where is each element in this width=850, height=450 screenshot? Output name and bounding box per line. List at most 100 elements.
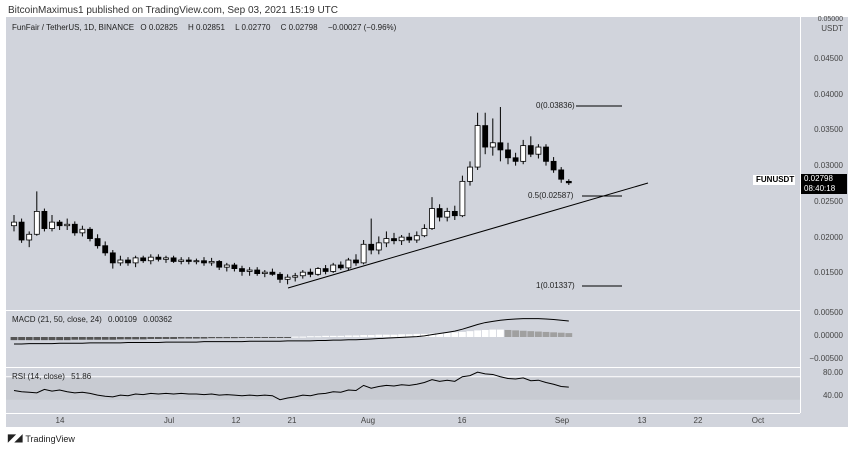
macd-histogram-bar	[512, 330, 519, 337]
macd-histogram-bar	[124, 337, 132, 340]
candle-body	[375, 242, 382, 251]
macd-histogram-bar	[269, 337, 276, 338]
macd-histogram-bar	[208, 337, 215, 339]
price-tick: 0.04500	[814, 54, 843, 63]
candle-body	[459, 180, 466, 217]
macd-histogram-bar	[56, 337, 63, 341]
candle-body	[64, 223, 71, 227]
open-value: O 0.02825	[140, 23, 178, 32]
time-label: 14	[55, 416, 65, 425]
macd-label: MACD (21, 50, close, 24)	[12, 315, 102, 324]
rsi-line	[13, 371, 569, 401]
macd-histogram-bar	[428, 333, 436, 337]
time-label: 13	[637, 416, 647, 425]
candle-body	[71, 223, 78, 234]
macd-histogram-bar	[451, 332, 459, 337]
macd-histogram-bar	[94, 337, 101, 340]
rsi-pane[interactable]: RSI (14, close) 51.86	[6, 367, 800, 414]
price-tick: 0.01500	[814, 268, 843, 277]
macd-histogram-bar	[238, 337, 246, 338]
candle-body	[178, 259, 185, 262]
macd-pane[interactable]: MACD (21, 50, close, 24) 0.00109 0.00362	[6, 310, 800, 367]
macd-histogram-bar	[63, 337, 71, 341]
price-tick: 0.02000	[814, 233, 843, 242]
chart-area[interactable]: FunFair / TetherUS, 1D, BINANCE O 0.0282…	[6, 16, 849, 428]
macd-chart-svg	[10, 318, 573, 345]
candle-body	[261, 271, 268, 275]
change-value: −0.00027 (−0.96%)	[327, 23, 397, 32]
macd-histogram-bar	[398, 334, 405, 337]
candle-body	[284, 276, 291, 280]
macd-histogram-bar	[443, 332, 451, 337]
candle-body	[193, 260, 200, 263]
macd-histogram-bar	[307, 336, 314, 338]
macd-histogram-bar	[109, 337, 117, 340]
macd-histogram-bar	[291, 336, 299, 338]
macd-histogram-bar	[261, 337, 269, 338]
candle-body	[56, 221, 63, 227]
price-axis[interactable]: 0.05000 USDT 0.04500 0.04000 0.03500 0.0…	[800, 16, 849, 413]
macd-tick: 0.00500	[814, 308, 843, 317]
macd-histogram-bar	[375, 334, 383, 337]
macd-histogram-bar	[557, 332, 565, 337]
macd-histogram-bar	[200, 337, 208, 339]
candle-body	[467, 166, 473, 182]
macd-histogram-bar	[284, 337, 291, 338]
candle-body	[155, 256, 162, 260]
rsi-label: RSI (14, close)	[12, 372, 65, 381]
symbol-tag: FUNUSDT	[753, 175, 795, 185]
time-label: 12	[231, 416, 241, 425]
time-axis[interactable]: 14 Jul 12 21 Aug 16 Sep 13 22 Oct	[6, 413, 800, 428]
price-chart-svg	[11, 105, 649, 289]
macd-histogram-bar	[193, 337, 200, 339]
macd-histogram-bar	[79, 337, 86, 340]
candle-body	[185, 259, 192, 262]
candle-body	[147, 256, 154, 262]
candle-body	[163, 257, 169, 260]
macd-histogram-bar	[170, 337, 177, 339]
macd-histogram-bar	[413, 333, 421, 337]
macd-histogram-bar	[25, 337, 33, 341]
candle-body	[497, 142, 504, 151]
tradingview-logo-icon: ◤◢	[8, 433, 22, 444]
macd-histogram-bar	[519, 330, 527, 337]
price-pane[interactable]: FunFair / TetherUS, 1D, BINANCE O 0.0282…	[6, 17, 800, 309]
macd-histogram-bar	[497, 329, 504, 337]
macd-histogram-bar	[185, 337, 193, 339]
macd-histogram-bar	[162, 337, 170, 339]
footer-brand[interactable]: ◤◢ TradingView	[8, 433, 75, 444]
macd-tick: 0.00000	[814, 331, 843, 340]
symbol-title: FunFair / TetherUS, 1D, BINANCE	[12, 23, 135, 32]
trend-line	[287, 182, 649, 289]
macd-histogram-bar	[18, 337, 25, 341]
candle-body	[94, 238, 101, 247]
time-label: 16	[457, 416, 467, 425]
candle-body	[383, 238, 390, 244]
candle-body	[345, 259, 352, 269]
macd-histogram-bar	[405, 334, 413, 337]
macd-histogram-bar	[535, 331, 542, 337]
macd-histogram-bar	[117, 337, 124, 340]
macd-histogram-bar	[527, 331, 535, 337]
macd-histogram-bar	[565, 333, 573, 337]
rsi-legend: RSI (14, close) 51.86	[12, 372, 95, 381]
candle-body	[109, 252, 116, 264]
candle-body	[451, 210, 458, 217]
candle-body	[26, 233, 33, 241]
candle-body	[140, 257, 147, 262]
price-axis-top-tick: 0.05000	[817, 16, 843, 23]
macd-histogram-bar	[550, 332, 557, 337]
time-label: Jul	[163, 416, 175, 425]
candle-body	[535, 146, 542, 155]
rsi-band	[6, 376, 800, 400]
candle-body	[41, 210, 48, 229]
candle-body	[49, 221, 55, 229]
time-label: 22	[693, 416, 703, 425]
time-label: Sep	[554, 416, 570, 425]
last-price-badge: 0.02798 08:40:18	[801, 174, 847, 194]
candle-body	[277, 273, 283, 280]
candle-body	[413, 235, 420, 241]
candle-body	[102, 245, 109, 254]
candle-body	[117, 259, 124, 264]
candle-body	[444, 210, 451, 218]
